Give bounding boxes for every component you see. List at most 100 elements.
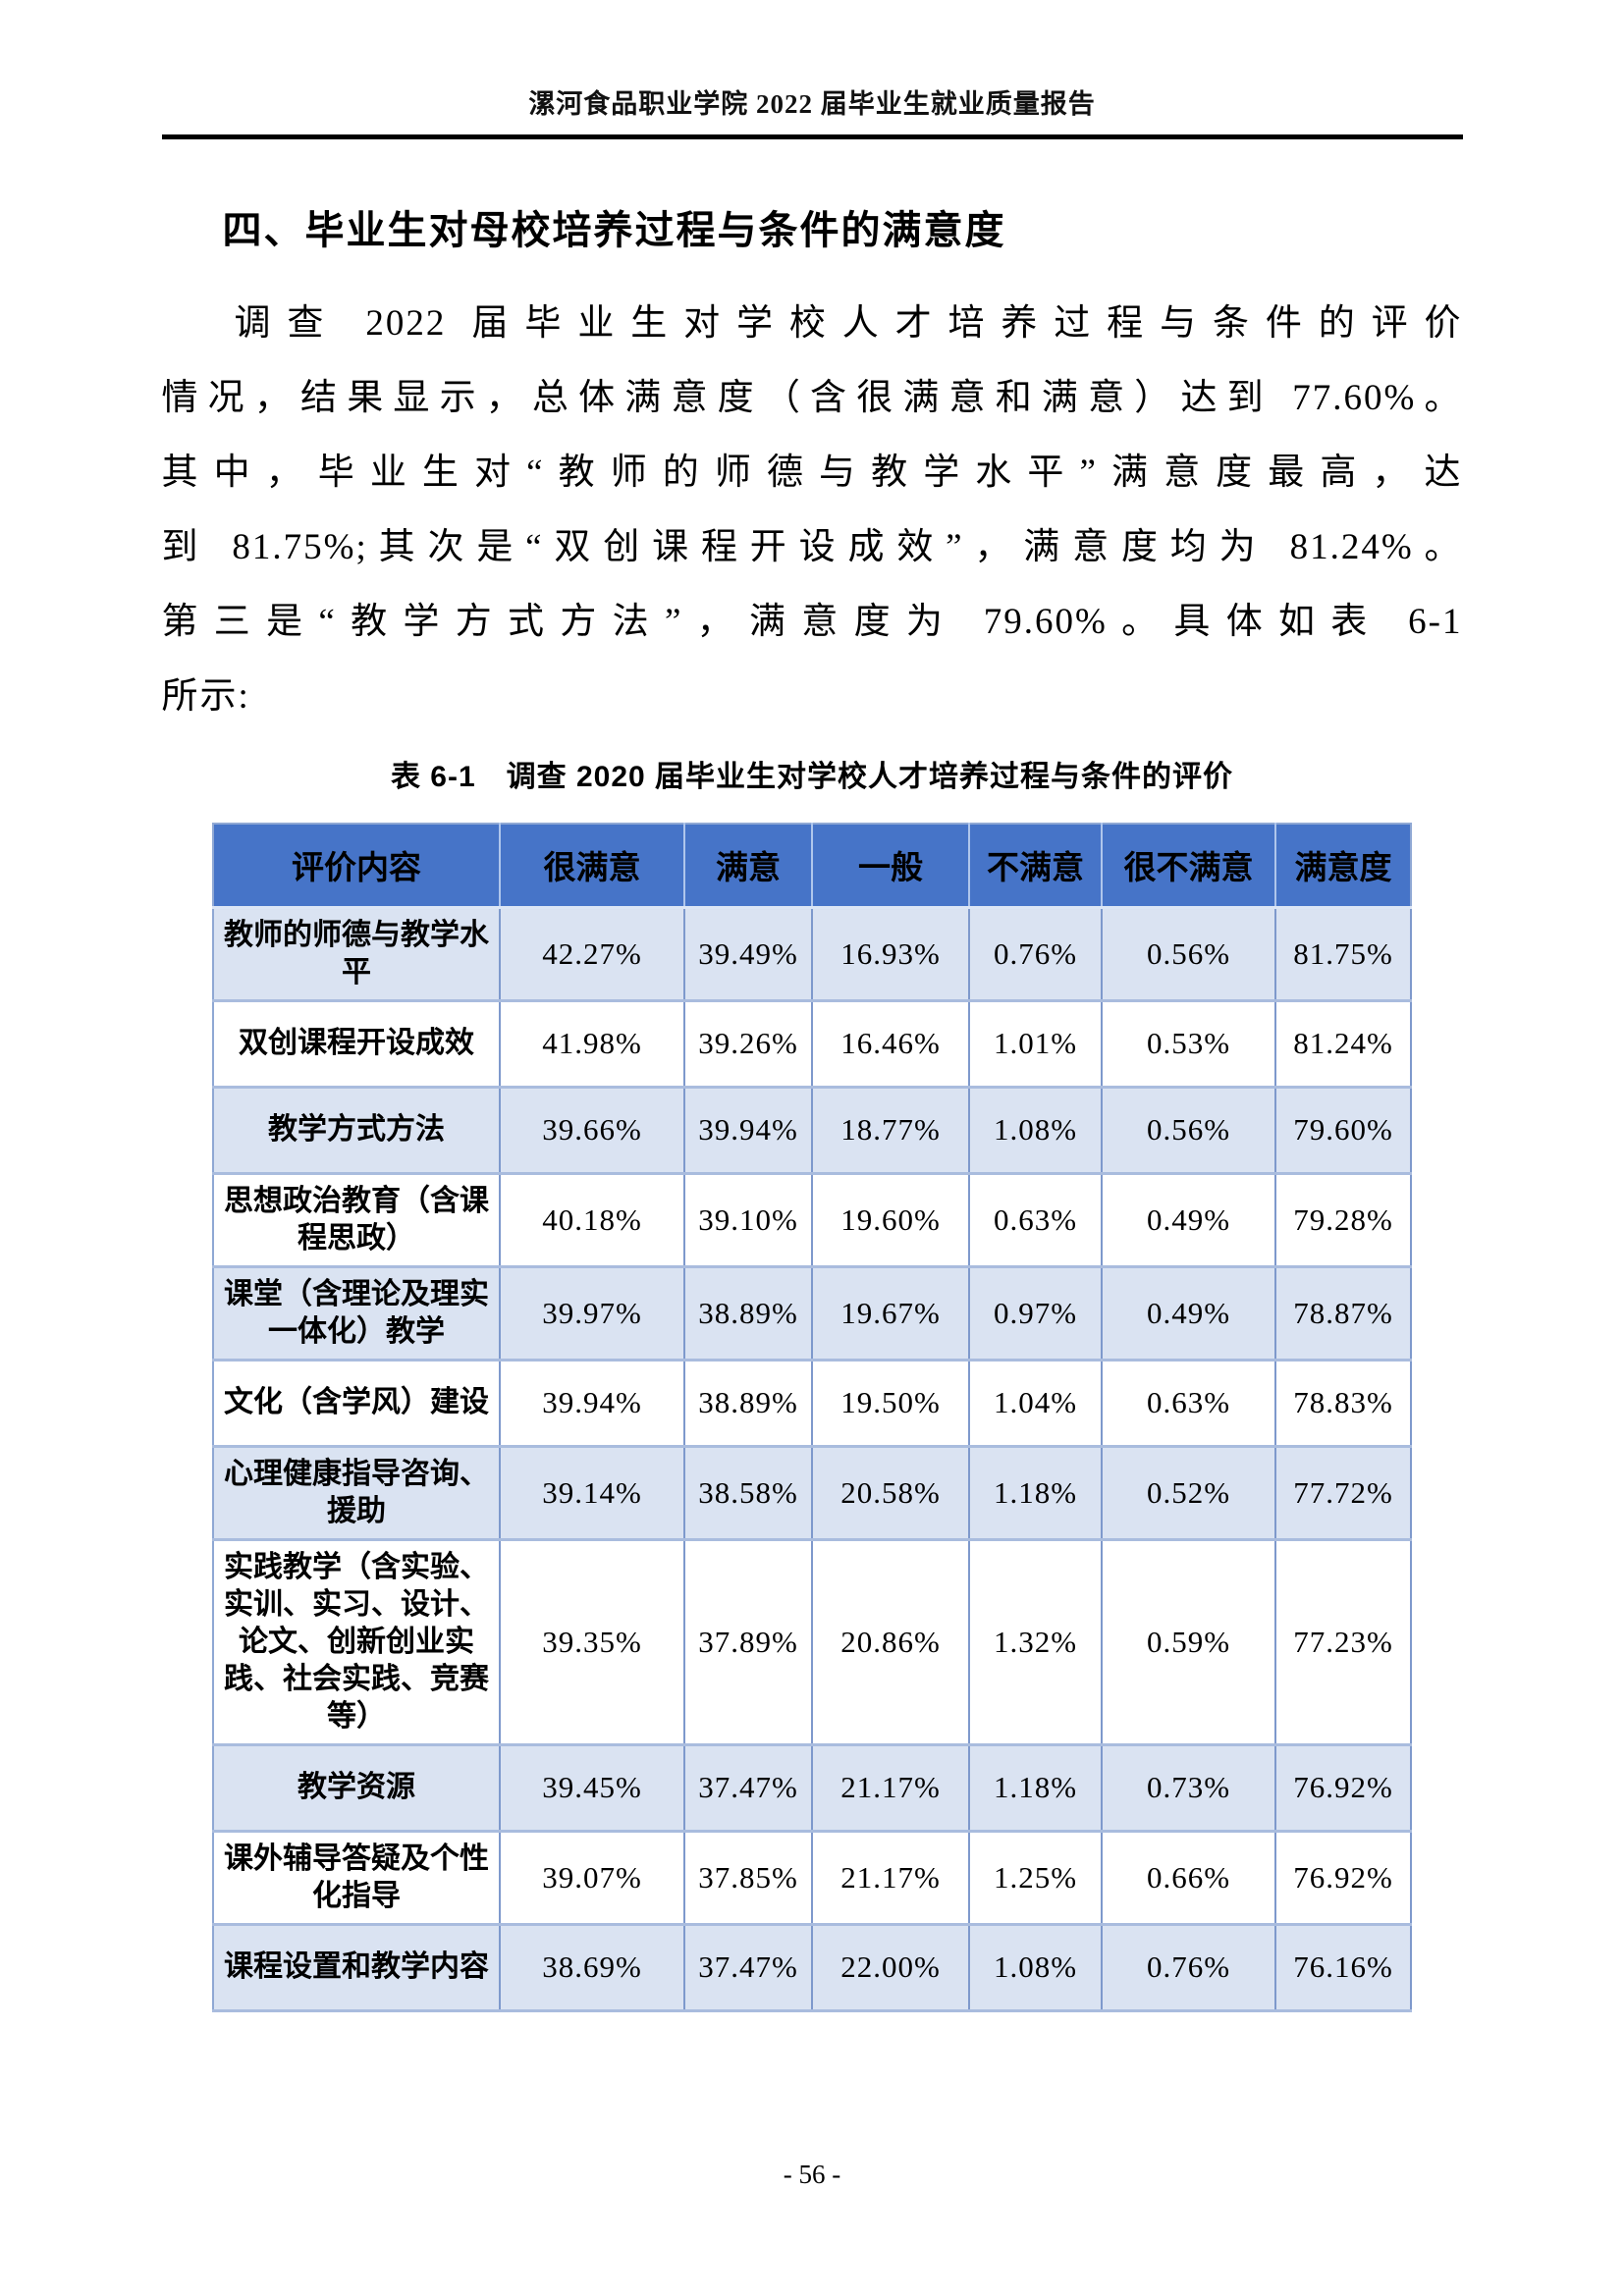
table-row: 实践教学（含实验、实训、实习、设计、论文、创新创业实践、社会实践、竞赛等） 39…: [213, 1539, 1412, 1746]
paragraph-line: 调查 2022 届毕业生对学校人才培养过程与条件的评价: [234, 303, 1463, 344]
row-label: 课外辅导答疑及个性化指导: [213, 1831, 501, 1926]
table-caption: 表 6-1 调查 2020 届毕业生对学校人才培养过程与条件的评价: [390, 761, 1234, 793]
cell-value: 19.50%: [812, 1360, 970, 1448]
paragraph-line: 所示:: [161, 676, 250, 717]
cell-value: 16.46%: [812, 1000, 970, 1089]
cell-value: 38.89%: [684, 1360, 813, 1448]
cell-value: 40.18%: [500, 1173, 685, 1268]
cell-value: 1.08%: [969, 1087, 1103, 1175]
cell-value: 0.52%: [1102, 1446, 1276, 1541]
body-paragraph: 调查 2022 届毕业生对学校人才培养过程与条件的评价 情况，结果显示，总体满意…: [162, 287, 1463, 734]
row-label: 教学方式方法: [213, 1087, 501, 1175]
cell-value: 76.16%: [1275, 1924, 1412, 2012]
cell-value: 41.98%: [500, 1000, 685, 1089]
cell-value: 38.89%: [684, 1266, 813, 1362]
table-row: 心理健康指导咨询、援助 39.14% 38.58% 20.58% 1.18% 0…: [213, 1446, 1412, 1541]
cell-value: 38.69%: [500, 1924, 685, 2012]
table-row: 课程设置和教学内容 38.69% 37.47% 22.00% 1.08% 0.7…: [213, 1924, 1412, 2012]
cell-value: 77.72%: [1275, 1446, 1412, 1541]
cell-value: 39.10%: [684, 1173, 813, 1268]
cell-value: 39.07%: [500, 1831, 685, 1926]
paragraph-line: 到 81.75%;其次是“双创课程开设成效”，满意度均为 81.24%。: [161, 527, 1463, 567]
cell-value: 39.97%: [500, 1266, 685, 1362]
cell-value: 0.56%: [1102, 907, 1276, 1002]
section-heading: 四、毕业生对母校培养过程与条件的满意度: [222, 209, 1006, 252]
row-label: 心理健康指导咨询、援助: [213, 1446, 501, 1541]
cell-value: 39.14%: [500, 1446, 685, 1541]
paragraph-line: 其中，毕业生对“教师的师德与教学水平”满意度最高，达: [161, 453, 1463, 493]
page-header: 漯河食品职业学院 2022 届毕业生就业质量报告: [161, 82, 1463, 139]
column-header-very-unsatisfied: 很不满意: [1102, 824, 1276, 909]
table-row: 教学方式方法 39.66% 39.94% 18.77% 1.08% 0.56% …: [213, 1087, 1412, 1175]
cell-value: 39.94%: [500, 1360, 685, 1448]
cell-value: 20.58%: [812, 1446, 970, 1541]
cell-value: 37.85%: [684, 1831, 813, 1926]
cell-value: 20.86%: [812, 1539, 970, 1746]
table-row: 教学资源 39.45% 37.47% 21.17% 1.18% 0.73% 76…: [213, 1744, 1412, 1833]
page-content: 四、毕业生对母校培养过程与条件的满意度 调查 2022 届毕业生对学校人才培养过…: [162, 198, 1463, 2012]
row-label: 教师的师德与教学水平: [213, 907, 501, 1002]
cell-value: 0.73%: [1102, 1744, 1276, 1833]
cell-value: 0.56%: [1102, 1087, 1276, 1175]
cell-value: 39.66%: [500, 1087, 685, 1175]
column-header-neutral: 一般: [812, 824, 970, 909]
table-row: 思想政治教育（含课程思政） 40.18% 39.10% 19.60% 0.63%…: [213, 1173, 1412, 1268]
table-header-row: 评价内容 很满意 满意 一般 不满意 很不满意 满意度: [213, 824, 1411, 909]
column-header-satisfied: 满意: [684, 824, 813, 909]
column-header-very-satisfied: 很满意: [500, 824, 685, 909]
table-row: 课外辅导答疑及个性化指导 39.07% 37.85% 21.17% 1.25% …: [213, 1831, 1412, 1926]
row-label: 文化（含学风）建设: [213, 1360, 501, 1448]
cell-value: 37.89%: [684, 1539, 813, 1746]
cell-value: 1.32%: [969, 1539, 1103, 1746]
cell-value: 0.49%: [1102, 1173, 1276, 1268]
cell-value: 0.63%: [1102, 1360, 1276, 1448]
cell-value: 39.35%: [500, 1539, 685, 1746]
cell-value: 39.94%: [684, 1087, 813, 1175]
cell-value: 79.60%: [1275, 1087, 1412, 1175]
satisfaction-table: 评价内容 很满意 满意 一般 不满意 很不满意 满意度 教师的师德与教学水平 4…: [212, 823, 1412, 2012]
cell-value: 0.66%: [1102, 1831, 1276, 1926]
cell-value: 37.47%: [684, 1924, 813, 2012]
cell-value: 19.60%: [812, 1173, 970, 1268]
cell-value: 0.63%: [969, 1173, 1103, 1268]
cell-value: 0.49%: [1102, 1266, 1276, 1362]
column-header-content: 评价内容: [213, 824, 501, 909]
cell-value: 39.45%: [500, 1744, 685, 1833]
cell-value: 22.00%: [812, 1924, 970, 2012]
cell-value: 0.76%: [969, 907, 1103, 1002]
column-header-unsatisfied: 不满意: [969, 824, 1103, 909]
cell-value: 79.28%: [1275, 1173, 1412, 1268]
cell-value: 0.59%: [1102, 1539, 1276, 1746]
cell-value: 18.77%: [812, 1087, 970, 1175]
paragraph-line: 第三是“教学方式方法”，满意度为 79.60%。具体如表 6-1: [161, 602, 1463, 642]
cell-value: 1.08%: [969, 1924, 1103, 2012]
cell-value: 0.53%: [1102, 1000, 1276, 1089]
cell-value: 21.17%: [812, 1831, 970, 1926]
row-label: 教学资源: [213, 1744, 501, 1833]
cell-value: 39.26%: [684, 1000, 813, 1089]
cell-value: 1.04%: [969, 1360, 1103, 1448]
row-label: 思想政治教育（含课程思政）: [213, 1173, 501, 1268]
column-header-satisfaction-rate: 满意度: [1275, 824, 1411, 909]
cell-value: 1.18%: [969, 1744, 1103, 1833]
table-row: 教师的师德与教学水平 42.27% 39.49% 16.93% 0.76% 0.…: [213, 907, 1412, 1002]
cell-value: 21.17%: [812, 1744, 970, 1833]
cell-value: 81.75%: [1275, 907, 1412, 1002]
cell-value: 81.24%: [1275, 1000, 1412, 1089]
row-label: 课堂（含理论及理实一体化）教学: [213, 1266, 501, 1362]
cell-value: 76.92%: [1275, 1831, 1412, 1926]
cell-value: 19.67%: [812, 1266, 970, 1362]
cell-value: 0.97%: [969, 1266, 1103, 1362]
cell-value: 37.47%: [684, 1744, 813, 1833]
report-title: 漯河食品职业学院 2022 届毕业生就业质量报告: [528, 89, 1096, 119]
cell-value: 16.93%: [812, 907, 970, 1002]
cell-value: 78.83%: [1275, 1360, 1412, 1448]
cell-value: 78.87%: [1275, 1266, 1412, 1362]
row-label: 实践教学（含实验、实训、实习、设计、论文、创新创业实践、社会实践、竞赛等）: [213, 1539, 501, 1746]
page-number: - 56 -: [783, 2160, 841, 2189]
cell-value: 0.76%: [1102, 1924, 1276, 2012]
table-row: 文化（含学风）建设 39.94% 38.89% 19.50% 1.04% 0.6…: [213, 1360, 1412, 1448]
cell-value: 1.01%: [969, 1000, 1103, 1089]
table-row: 课堂（含理论及理实一体化）教学 39.97% 38.89% 19.67% 0.9…: [213, 1266, 1412, 1362]
